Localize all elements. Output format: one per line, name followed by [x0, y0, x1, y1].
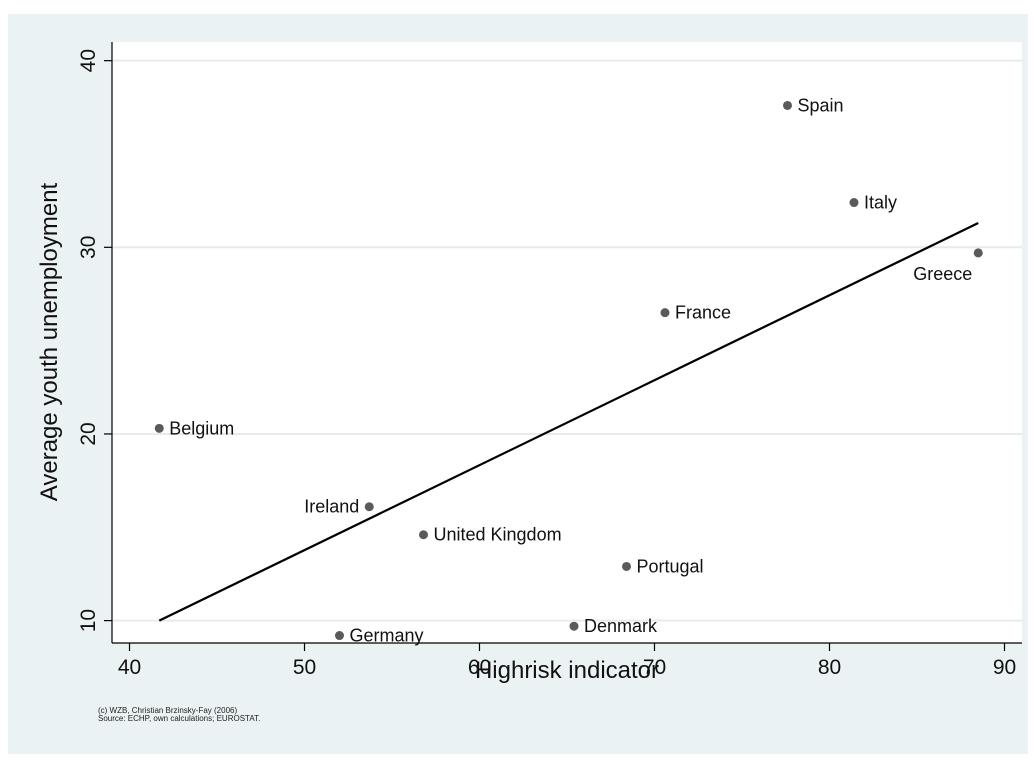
x-tick-label: 50	[293, 656, 316, 679]
y-tick-label: 20	[77, 422, 100, 445]
point-label: Greece	[913, 264, 972, 284]
y-tick-label: 40	[77, 49, 100, 72]
credit-note: (c) WZB, Christian Brzinsky-Fay (2006)	[98, 706, 238, 715]
data-point	[569, 621, 579, 631]
chart-background: 10 20 30 40 40 50 60 70 80 90 Spain Italy Greece Fr…	[8, 14, 1028, 754]
grid-lines	[112, 59, 1022, 622]
x-axis-title: Highrisk indicator	[475, 657, 659, 684]
fit-line-group	[158, 222, 979, 622]
y-axis-ticks: 10 20 30 40	[77, 49, 112, 632]
data-point	[335, 631, 344, 641]
y-axis-title: Average youth unemployment	[36, 182, 63, 501]
point-label: Ireland	[304, 497, 359, 517]
source-note: Source: ECHP, own calculations; EUROSTAT…	[98, 714, 261, 723]
point-label: Portugal	[637, 556, 704, 576]
point-label: Spain	[798, 95, 844, 115]
x-tick-label: 80	[818, 656, 841, 679]
x-tick-label: 70	[643, 656, 666, 679]
data-point	[622, 561, 631, 571]
data-point	[783, 100, 792, 110]
data-points: Spain Italy Greece France Belgium Ireland Unit…	[154, 95, 983, 646]
data-point	[419, 530, 428, 540]
plot-area	[112, 42, 1022, 643]
x-axis-ticks: 40 50 60 70 80 90	[118, 643, 1016, 679]
point-label: France	[675, 303, 731, 323]
point-label: Italy	[864, 193, 897, 213]
data-point	[849, 198, 859, 208]
data-point	[364, 502, 374, 512]
point-label: Denmark	[584, 616, 658, 636]
y-tick-label: 10	[77, 609, 100, 632]
x-tick-label: 60	[468, 656, 491, 679]
x-tick-label: 90	[993, 656, 1016, 679]
point-label: United Kingdom	[434, 525, 562, 545]
data-point	[660, 308, 670, 318]
y-tick-label: 30	[77, 236, 100, 259]
data-point	[154, 423, 164, 433]
scatter-chart: 10 20 30 40 40 50 60 70 80 90 Spain Italy Greece Fr…	[36, 42, 1022, 684]
point-label: Germany	[350, 626, 424, 646]
fit-line	[158, 222, 979, 622]
x-tick-label: 40	[118, 656, 141, 679]
point-label: Belgium	[169, 418, 234, 438]
data-point	[973, 248, 983, 258]
